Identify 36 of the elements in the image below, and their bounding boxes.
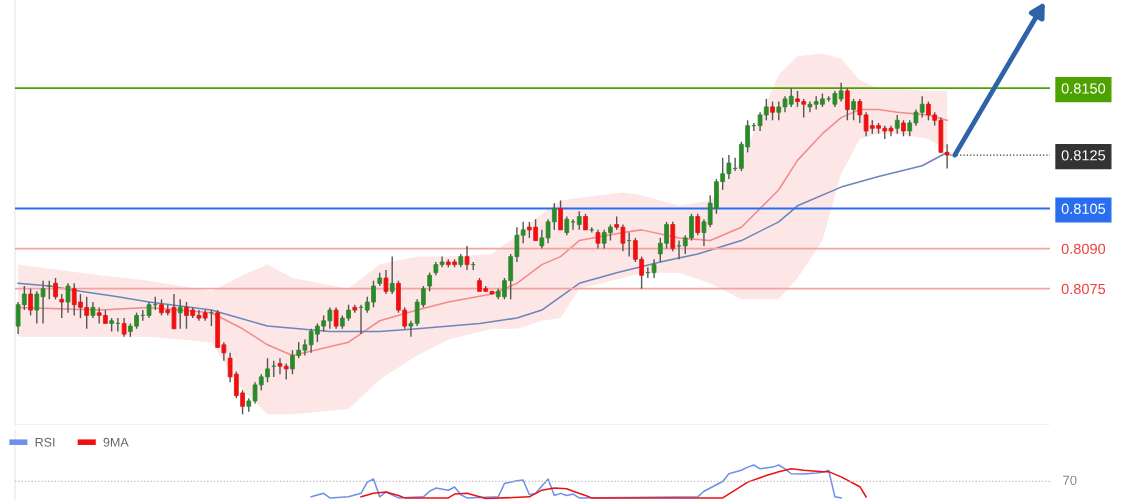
candlestick xyxy=(46,279,52,301)
y-tick-label: 0.8090 xyxy=(1061,243,1106,255)
candlestick xyxy=(944,143,950,170)
candlestick xyxy=(177,298,183,330)
text: 70 xyxy=(1063,475,1077,485)
y-tick-label: 0.8150 xyxy=(1061,83,1106,94)
candlestick xyxy=(558,199,563,231)
candlestick xyxy=(53,277,58,301)
candlestick xyxy=(520,221,526,244)
candlestick xyxy=(595,229,601,250)
candlestick xyxy=(570,218,576,231)
candlestick xyxy=(564,215,570,236)
legend-label: 9MA xyxy=(103,437,129,447)
candlestick xyxy=(845,87,850,121)
candlestick xyxy=(770,100,775,121)
candlestick xyxy=(389,255,395,295)
candlestick xyxy=(65,282,71,314)
candlestick xyxy=(894,114,900,135)
y-tick-label: 0.8075 xyxy=(1061,283,1106,295)
y-tick-label: 0.8125 xyxy=(1061,150,1106,161)
candlestick xyxy=(539,229,545,250)
candlestick xyxy=(59,293,65,319)
candlestick xyxy=(851,98,856,121)
candlestick xyxy=(695,213,701,236)
candlestick xyxy=(121,317,127,338)
candlestick xyxy=(576,210,582,231)
candlestick xyxy=(676,239,682,260)
candlestick xyxy=(28,287,33,317)
candlestick xyxy=(464,245,470,271)
candlestick xyxy=(383,269,389,295)
line-series xyxy=(17,151,948,333)
legend-label: RSI xyxy=(35,437,55,447)
candlestick xyxy=(427,271,432,293)
y-tick-label: 0.8105 xyxy=(1061,203,1106,214)
candlestick xyxy=(838,82,844,103)
candlestick xyxy=(333,306,339,330)
